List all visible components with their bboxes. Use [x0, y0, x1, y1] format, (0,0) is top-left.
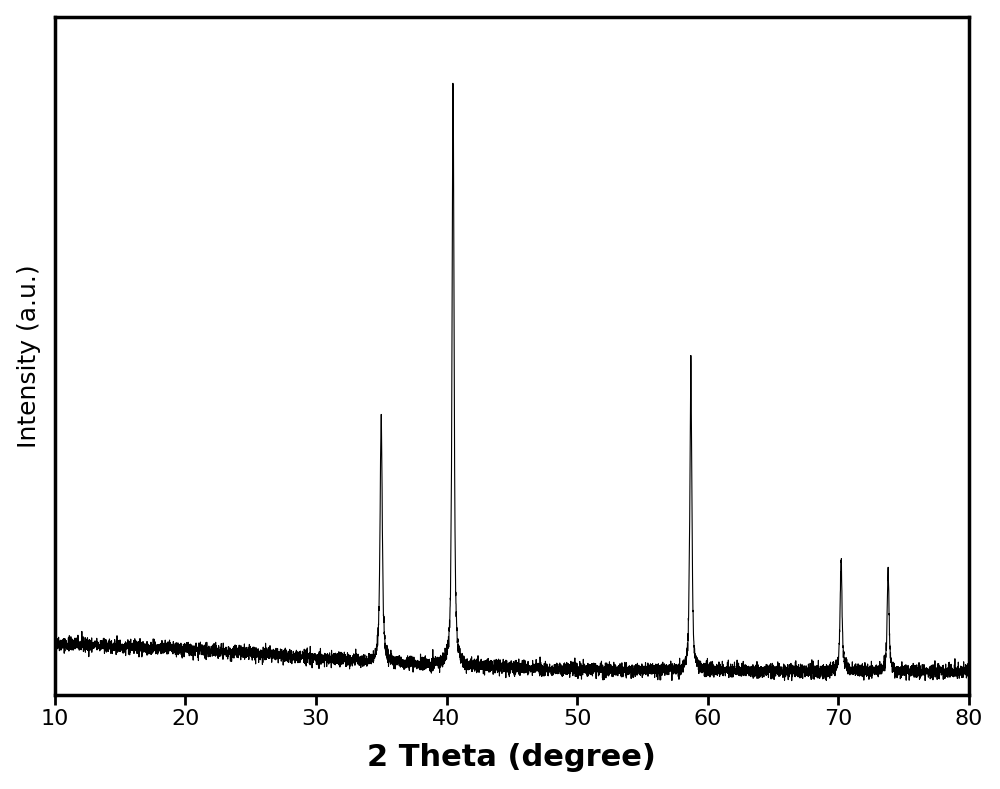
X-axis label: 2 Theta (degree): 2 Theta (degree) [367, 743, 656, 772]
Y-axis label: Intensity (a.u.): Intensity (a.u.) [17, 264, 41, 447]
